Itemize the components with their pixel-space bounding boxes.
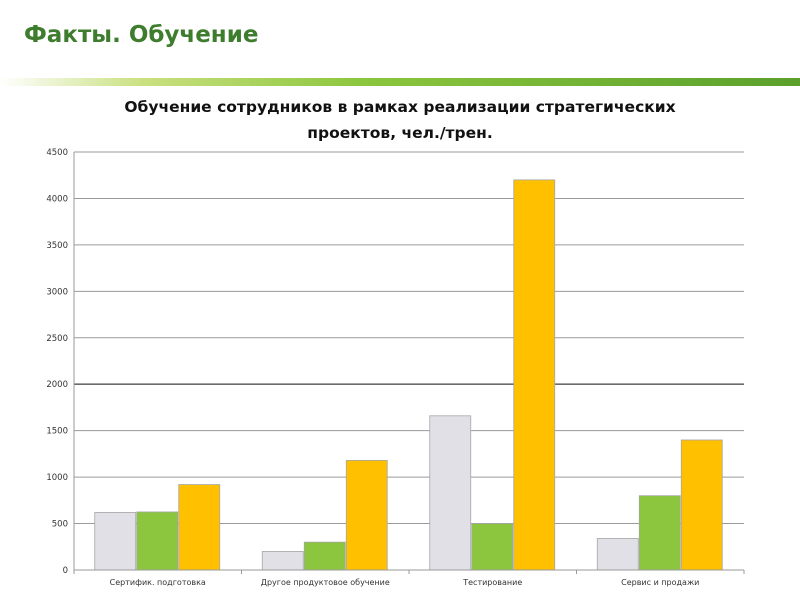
bar (345, 459, 388, 571)
bar (94, 512, 137, 571)
y-tick-label: 0 (63, 566, 68, 576)
chart-title: Обучение сотрудников в рамках реализации… (90, 94, 710, 146)
y-tick-label: 3000 (46, 287, 68, 297)
bar (680, 439, 723, 571)
x-tick-label: Другое продуктовое обучение (261, 578, 390, 587)
title-divider (0, 78, 800, 86)
y-tick-label: 500 (52, 520, 68, 530)
y-tick-label: 4500 (46, 148, 68, 158)
y-tick-label: 3500 (46, 241, 68, 251)
y-tick-label: 1500 (46, 427, 68, 437)
bar (638, 495, 681, 571)
y-tick-label: 4000 (46, 194, 68, 204)
y-tick-label: 2000 (46, 380, 68, 390)
bar (513, 179, 556, 571)
y-tick-label: 2500 (46, 334, 68, 344)
chart-title-line-2: проектов, чел./трен. (307, 124, 493, 142)
bar (303, 541, 346, 571)
bar (178, 484, 221, 571)
x-tick-label: Тестирование (462, 578, 522, 587)
x-tick-label: Сертифик. подготовка (110, 578, 206, 587)
chart-title-line-1: Обучение сотрудников в рамках реализации… (124, 98, 676, 116)
bar (429, 415, 472, 571)
slide-title: Факты. Обучение (24, 22, 259, 48)
bar (261, 551, 304, 571)
x-tick-label: Сервис и продажи (621, 578, 699, 587)
bar (471, 523, 514, 571)
bar (136, 511, 179, 571)
bar (596, 538, 639, 571)
y-tick-label: 1000 (46, 473, 68, 483)
